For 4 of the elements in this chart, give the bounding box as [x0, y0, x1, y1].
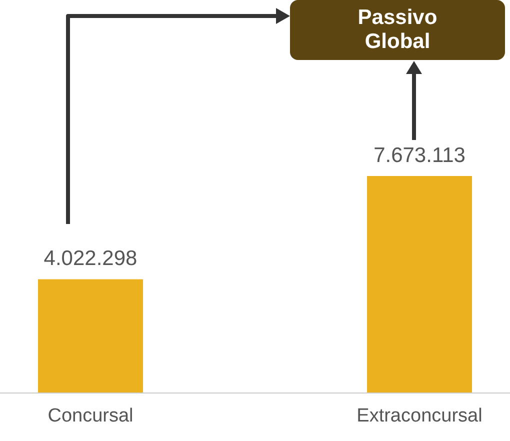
data-label: 4.022.298 — [43, 247, 137, 270]
x-tick-label: Extraconcursal — [356, 405, 482, 426]
x-tick-label: Concursal — [47, 405, 133, 426]
data-label: 7.673.113 — [373, 144, 465, 167]
